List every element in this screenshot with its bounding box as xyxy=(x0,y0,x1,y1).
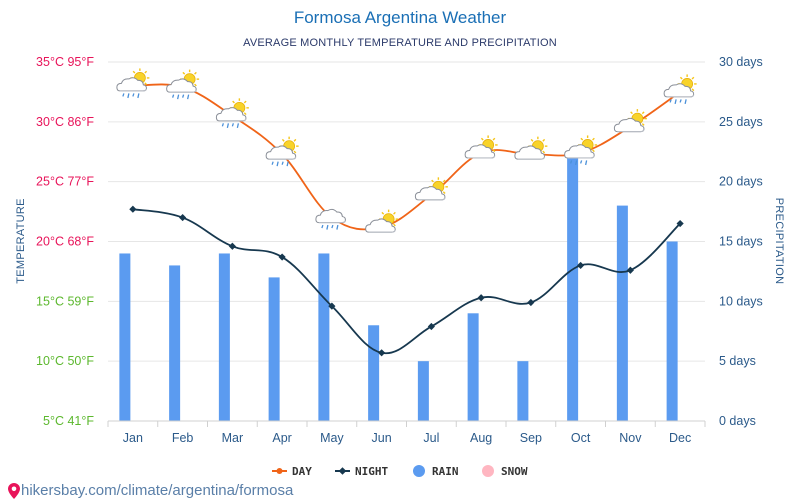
sun-cloud-icon xyxy=(414,177,448,201)
night-point xyxy=(179,213,187,222)
night-point xyxy=(328,302,336,310)
sun-cloud-rain-icon xyxy=(265,136,299,167)
cloud-rain-icon xyxy=(315,208,346,230)
sun-cloud-icon xyxy=(464,135,498,159)
rain-bar xyxy=(567,157,579,421)
y-tick-label-left: 5°C 41°F xyxy=(43,414,94,428)
x-tick-label: Feb xyxy=(172,431,194,445)
x-tick-label: May xyxy=(320,431,344,445)
legend-label: DAY xyxy=(292,465,312,478)
rain-bar xyxy=(616,205,628,421)
rain-bar xyxy=(517,361,529,421)
weather-icons xyxy=(116,68,697,233)
rain-bar xyxy=(119,253,131,421)
night-point xyxy=(129,205,137,213)
night-series xyxy=(129,205,684,357)
x-tick-label: Aug xyxy=(470,431,492,445)
legend-label: NIGHT xyxy=(355,465,388,478)
left-axis-title: TEMPERATURE xyxy=(15,198,27,284)
legend-label: SNOW xyxy=(501,465,528,478)
legend-swatch xyxy=(413,465,425,477)
x-tick-label: Sep xyxy=(520,431,542,445)
grid-lines xyxy=(108,61,705,422)
sun-cloud-rain-icon xyxy=(116,68,150,99)
x-axis: Jan Feb Mar Apr May Jun Jul Aug Sep Oct Nov Dec xyxy=(107,420,706,445)
x-tick-label: Mar xyxy=(222,431,244,445)
night-point xyxy=(676,219,684,228)
sun-cloud-icon xyxy=(613,109,647,133)
y-tick-label-left: 25°C 77°F xyxy=(36,175,94,189)
sun-cloud-rain-icon xyxy=(663,74,697,105)
rain-bar xyxy=(268,277,280,421)
night-line xyxy=(132,208,681,355)
night-point xyxy=(378,349,386,357)
y-tick-label-right: 15 days xyxy=(719,235,763,249)
x-tick-label: Oct xyxy=(571,431,591,445)
rain-bars xyxy=(119,157,678,421)
legend-swatch xyxy=(482,465,494,477)
night-point xyxy=(477,294,485,302)
location-pin-icon xyxy=(8,483,20,499)
legend-item-snow[interactable]: SNOW xyxy=(482,465,528,478)
y-tick-label-right: 10 days xyxy=(719,294,763,308)
y-tick-label-left: 10°C 50°F xyxy=(36,354,94,368)
x-tick-label: Jul xyxy=(423,431,439,445)
legend-item-rain[interactable]: RAIN xyxy=(413,465,459,478)
right-y-axis: 30 days 25 days 20 days 15 days 10 days 5 day… xyxy=(719,55,763,428)
y-tick-label-left: 15°C 59°F xyxy=(36,294,94,308)
legend[interactable]: DAY NIGHT RAIN SNOW xyxy=(272,465,528,478)
left-y-axis: 35°C 95°F 30°C 86°F 25°C 77°F 20°C 68°F 15°C… xyxy=(36,55,94,428)
night-point xyxy=(427,322,435,331)
legend-item-night[interactable]: NIGHT xyxy=(335,465,388,478)
rain-bar xyxy=(368,325,380,421)
night-point xyxy=(228,242,236,250)
y-tick-label-right: 25 days xyxy=(719,115,763,129)
sun-cloud-icon xyxy=(365,209,399,233)
y-tick-label-right: 20 days xyxy=(719,175,763,189)
sun-cloud-rain-icon xyxy=(166,69,200,100)
x-tick-label: Jan xyxy=(123,431,143,445)
x-tick-label: Nov xyxy=(619,431,642,445)
x-tick-label: Dec xyxy=(669,431,691,445)
y-tick-label-right: 0 days xyxy=(719,414,756,428)
x-tick-label: Jun xyxy=(372,431,392,445)
y-tick-label-left: 35°C 95°F xyxy=(36,55,94,69)
night-point xyxy=(577,261,585,270)
day-series xyxy=(130,83,683,231)
night-point xyxy=(527,298,535,307)
legend-label: RAIN xyxy=(432,465,459,478)
rain-bar xyxy=(666,241,678,421)
right-axis-title: PRECIPITATION xyxy=(773,198,785,285)
chart-title: Formosa Argentina Weather xyxy=(294,8,507,27)
y-tick-label-right: 30 days xyxy=(719,55,763,69)
day-line xyxy=(132,83,681,231)
y-tick-label-right: 5 days xyxy=(719,354,756,368)
y-tick-label-left: 20°C 68°F xyxy=(36,235,94,249)
x-tick-label: Apr xyxy=(272,431,291,445)
rain-bar xyxy=(169,265,181,421)
night-point xyxy=(278,253,286,261)
footer-link[interactable]: hikersbay.com/climate/argentina/formosa xyxy=(21,482,294,499)
sun-cloud-icon xyxy=(514,136,548,160)
rain-bar xyxy=(417,361,429,421)
rain-bar xyxy=(318,253,330,421)
footer[interactable]: hikersbay.com/climate/argentina/formosa xyxy=(8,482,294,499)
sun-cloud-rain-icon xyxy=(215,98,249,128)
chart-subtitle: AVERAGE MONTHLY TEMPERATURE AND PRECIPIT… xyxy=(243,37,557,49)
sun-cloud-rain-icon xyxy=(564,135,598,166)
legend-item-day[interactable]: DAY xyxy=(272,465,312,478)
rain-bar xyxy=(218,253,230,421)
night-point xyxy=(626,266,634,274)
rain-bar xyxy=(467,313,479,421)
y-tick-label-left: 30°C 86°F xyxy=(36,115,94,129)
